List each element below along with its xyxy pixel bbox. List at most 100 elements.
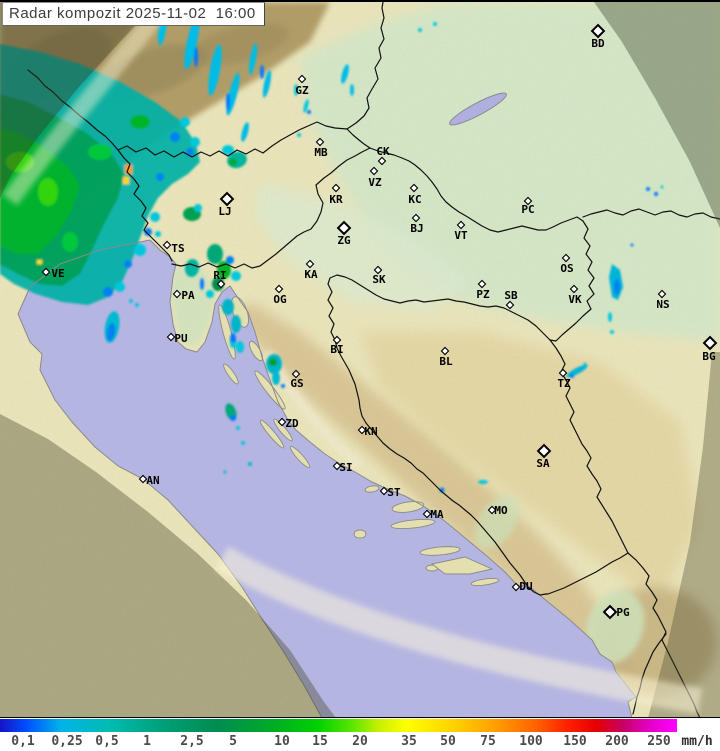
city-diamond-icon: [277, 417, 287, 427]
city-label: GS: [290, 377, 303, 390]
city-diamond-icon: [41, 267, 51, 277]
echo-cyan-dot: [660, 185, 664, 189]
echo-blue: [186, 148, 194, 156]
city-label: SB: [504, 289, 518, 302]
city-label: DU: [519, 580, 533, 593]
echo-cyan: [190, 137, 200, 147]
legend-tick-label: 100: [519, 734, 543, 749]
city-diamond-icon: [219, 191, 235, 207]
city-label: MB: [314, 146, 328, 159]
city-ts: TS: [162, 240, 185, 255]
city-diamond-icon: [379, 486, 389, 496]
island-vis: [353, 529, 367, 539]
echo-cyan-dot: [236, 426, 240, 430]
echo-cyan-streak: [241, 122, 249, 142]
echo-green: [130, 115, 150, 129]
city-markers: BD GZ MB CK VZ KR KC LJ ZG BJ VT PC TS OS VE KA SK PA OG PZ…: [41, 23, 718, 620]
echo-cyan-dot: [129, 299, 133, 303]
echo-cyan-dot: [194, 204, 202, 212]
echo-kvarner-cells: [104, 299, 244, 353]
city-lj: LJ: [218, 191, 235, 218]
echo-blue-streak: [226, 93, 230, 111]
echo-east-cells: [439, 185, 664, 493]
city-label: MA: [430, 508, 444, 521]
echo-blue: [156, 173, 164, 181]
echo-cyan: [222, 145, 234, 155]
city-os: OS: [560, 253, 574, 275]
city-label: SI: [339, 461, 352, 474]
city-ka: KA: [304, 259, 318, 281]
out-of-range-northeast: [594, 2, 720, 228]
echo-blue-dot: [646, 187, 650, 191]
legend-tick-label: 2,5: [180, 734, 204, 749]
city-diamond-icon: [422, 509, 432, 519]
city-diamond-icon: [569, 284, 579, 294]
adriatic-sea: [18, 92, 636, 718]
legend-tick-label: 10: [274, 734, 290, 749]
city-label: VT: [454, 229, 468, 242]
echo-bright-green: [88, 144, 112, 160]
city-bj: BJ: [410, 213, 424, 235]
border-croatia-serbia-danube: [549, 220, 595, 342]
border-croatia-bosnia-una: [327, 283, 547, 596]
city-diamond-icon: [377, 156, 387, 166]
terrain-base: [0, 2, 720, 718]
city-diamond-icon: [511, 582, 521, 592]
city-label: OG: [273, 293, 287, 306]
out-of-range-northwest: [0, 2, 158, 198]
echo-cyan: [303, 99, 309, 113]
city-bl: BL: [439, 346, 453, 368]
island-kornati: [289, 445, 311, 469]
city-pa: PA: [172, 289, 195, 302]
city-label: BG: [702, 350, 716, 363]
city-diamond-icon: [409, 183, 419, 193]
border-slovenia-croatia: [171, 147, 371, 269]
city-st: ST: [379, 486, 401, 499]
echo-blue-dot: [307, 110, 311, 114]
echo-cyan: [222, 299, 234, 315]
echo-cyan-streak: [350, 84, 354, 96]
echo-yellow-dot: [37, 260, 42, 264]
legend-tick-label: 0,1: [11, 734, 35, 749]
echo-cyan: [115, 282, 125, 292]
echo-bright-green: [38, 178, 58, 206]
city-diamond-icon: [505, 300, 515, 310]
echo-cyan-dot: [230, 342, 236, 348]
city-label: KR: [329, 193, 343, 206]
echo-cyan: [272, 371, 280, 385]
city-diamond-icon: [332, 335, 342, 345]
city-gs: GS: [290, 369, 304, 390]
echo-zadar-cells: [223, 342, 285, 474]
echo-cyan-streak: [341, 64, 349, 84]
city-label: PA: [181, 289, 195, 302]
legend-tick-label: 75: [480, 734, 496, 749]
city-label: PG: [616, 606, 630, 619]
echo-blue-dot: [226, 256, 234, 264]
city-label: VK: [568, 293, 582, 306]
border-bosnia-montenegro: [545, 552, 629, 595]
range-arc-south: [215, 546, 703, 714]
echo-osijek-core: [614, 279, 620, 295]
border-austria-slovenia: [117, 121, 348, 158]
city-label: BL: [439, 355, 453, 368]
city-ma: MA: [422, 508, 444, 521]
city-diamond-icon: [216, 279, 226, 289]
city-si: SI: [332, 461, 353, 474]
echo-cyan: [608, 312, 612, 322]
city-diamond-icon: [305, 259, 315, 269]
island-korcula: [419, 546, 461, 556]
city-diamond-icon: [369, 166, 379, 176]
city-pc: PC: [521, 196, 535, 216]
legend-color-bar: [0, 719, 677, 732]
city-gz: GZ: [295, 74, 309, 97]
city-diamond-icon: [357, 425, 367, 435]
city-diamond-icon: [602, 604, 618, 620]
echo-green-dot: [269, 358, 277, 366]
map-title: Radar kompozit 2025-11-02 16:00: [2, 2, 265, 26]
out-of-range-southwest: [0, 414, 336, 718]
echo-cyan-dot: [206, 290, 214, 298]
echo-bright-green: [62, 232, 78, 252]
city-label: RI: [213, 269, 226, 282]
city-label: NS: [656, 298, 669, 311]
